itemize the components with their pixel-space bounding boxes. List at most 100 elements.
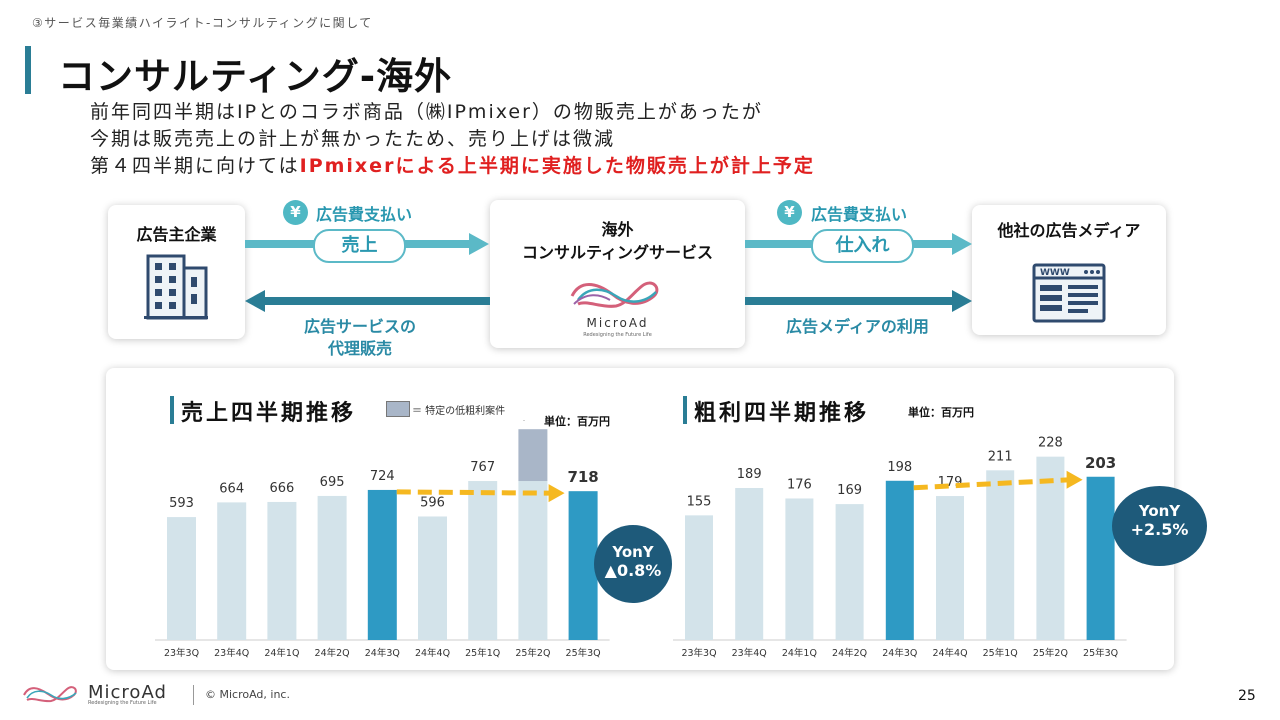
bar xyxy=(835,504,864,640)
data-label: 593 xyxy=(169,496,194,511)
data-label: 203 xyxy=(1085,454,1116,472)
category-label: 25年3Q xyxy=(1083,647,1118,659)
data-label: 664 xyxy=(219,481,244,496)
category-label: 24年1Q xyxy=(264,647,299,659)
data-label: 198 xyxy=(887,460,912,475)
description-line-3-highlight: IPmixerによる上半期に実施した物販売上が計上予定 xyxy=(299,155,815,177)
legend-low-margin-swatch xyxy=(386,401,410,417)
category-label: 25年3Q xyxy=(566,647,601,659)
data-label: 718 xyxy=(567,468,598,486)
category-label: 23年3Q xyxy=(681,647,716,659)
data-label: 695 xyxy=(320,475,345,490)
category-label: 25年2Q xyxy=(1033,647,1068,659)
bar xyxy=(317,495,347,640)
footer-logo-sub: Redesigning the Future Life xyxy=(88,700,157,706)
data-label: 176 xyxy=(787,477,812,492)
agency-label: 広告サービスの 代理販売 xyxy=(280,316,440,360)
bar xyxy=(685,515,713,640)
data-label: 666 xyxy=(269,481,294,496)
svg-text:WWW: WWW xyxy=(1040,268,1070,278)
category-label: 24年4Q xyxy=(932,647,967,659)
profit-yony-value: +2.5% xyxy=(1130,520,1189,539)
yen-icon: ¥ xyxy=(777,200,802,225)
sales-yony-label: YonY xyxy=(612,543,654,561)
purchase-pill: 仕入れ xyxy=(811,229,914,263)
trend-arrow-head xyxy=(1066,470,1083,489)
bar xyxy=(986,470,1015,640)
stacked-bar-low-margin xyxy=(518,429,548,482)
sales-yony-badge: YonY ▲0.8% xyxy=(594,525,672,603)
agency-label-line-2: 代理販売 xyxy=(327,339,392,358)
category-label: 24年1Q xyxy=(782,647,817,659)
bar xyxy=(885,480,914,640)
sales-chart-accent xyxy=(170,396,174,424)
footer-logo-text: MicroAd xyxy=(88,682,167,703)
bar xyxy=(468,481,498,640)
web-browser-icon: WWW xyxy=(1032,263,1106,323)
profit-chart-title: 粗利四半期推移 xyxy=(694,401,870,426)
agency-arrow-head xyxy=(245,290,265,312)
page-number: 25 xyxy=(1238,688,1256,704)
footer-divider xyxy=(193,685,194,705)
profit-yony-badge: YonY +2.5% xyxy=(1112,486,1207,566)
office-building-icon xyxy=(144,254,208,320)
description-line-1: 前年同四半期はIPとのコラボ商品（㈱IPmixer）の物販売上があったが xyxy=(90,101,763,123)
bar xyxy=(936,496,964,640)
page-title: コンサルティング-海外 xyxy=(58,55,453,98)
agency-label-line-1: 広告サービスの xyxy=(303,317,416,336)
data-label: 169 xyxy=(837,483,862,498)
purchase-arrow-head xyxy=(952,233,972,255)
category-label: 23年3Q xyxy=(164,647,199,659)
media-title: 他社の広告メディア xyxy=(997,221,1141,240)
sales-pill: 売上 xyxy=(313,229,406,263)
sales-chart-title: 売上四半期推移 xyxy=(181,401,357,426)
category-label: 25年1Q xyxy=(465,647,500,659)
legend-low-margin-label: ＝ 特定の低粗利案件 xyxy=(412,406,506,417)
category-label: 24年3Q xyxy=(365,647,400,659)
breadcrumb: ③サービス毎業績ハイライト-コンサルティングに関して xyxy=(32,16,373,30)
bar xyxy=(735,488,764,640)
service-title-line-1: 海外 xyxy=(601,220,634,239)
category-label: 24年3Q xyxy=(882,647,917,659)
copyright: © MicroAd, inc. xyxy=(205,688,290,701)
media-usage-arrow-head xyxy=(952,290,972,312)
trend-arrow-head xyxy=(548,484,565,503)
category-label: 25年1Q xyxy=(983,647,1018,659)
title-accent-bar xyxy=(25,46,31,94)
bar xyxy=(568,491,598,640)
sales-arrow-head xyxy=(469,233,489,255)
bar xyxy=(267,501,297,640)
description-line-2: 今期は販売売上の計上が無かったため、売り上げは微減 xyxy=(90,128,616,150)
bar xyxy=(1036,456,1065,640)
data-label: 767 xyxy=(470,460,495,475)
bar xyxy=(167,517,196,640)
profit-chart-accent xyxy=(683,396,687,424)
data-label: 228 xyxy=(1038,436,1063,451)
data-label: 189 xyxy=(737,467,762,482)
advertiser-title: 広告主企業 xyxy=(136,225,217,244)
footer-logo-icon xyxy=(23,686,77,703)
agency-arrow xyxy=(263,297,490,305)
bar xyxy=(217,502,247,640)
advertiser-box: 広告主企業 xyxy=(108,205,245,339)
category-label: 23年4Q xyxy=(214,647,249,659)
profit-yony-label: YonY xyxy=(1138,502,1181,520)
yen-icon: ¥ xyxy=(283,200,308,225)
data-label: 155 xyxy=(687,494,712,509)
bar xyxy=(1086,476,1115,640)
category-label: 23年4Q xyxy=(732,647,767,659)
data-label: 724 xyxy=(370,469,395,484)
trend-arrow xyxy=(913,477,1071,491)
profit-bar-chart: 155 23年3Q 189 23年4Q 176 24年1Q 169 24年2Q 198 24年3Q… xyxy=(673,436,1127,659)
microad-logo-icon xyxy=(570,281,659,308)
bar xyxy=(785,498,814,640)
consulting-service-box: 海外 コンサルティングサービス MicroAd Redesigning the … xyxy=(490,200,745,348)
data-label: 596 xyxy=(420,495,445,510)
sales-yony-value: ▲0.8% xyxy=(604,561,662,580)
bar xyxy=(367,489,397,640)
profit-chart-unit: 単位：百万円 xyxy=(908,406,974,419)
media-box: 他社の広告メディア WWW xyxy=(972,205,1166,335)
media-usage-arrow xyxy=(745,297,954,305)
bar xyxy=(418,516,447,640)
category-label: 24年4Q xyxy=(415,647,450,659)
